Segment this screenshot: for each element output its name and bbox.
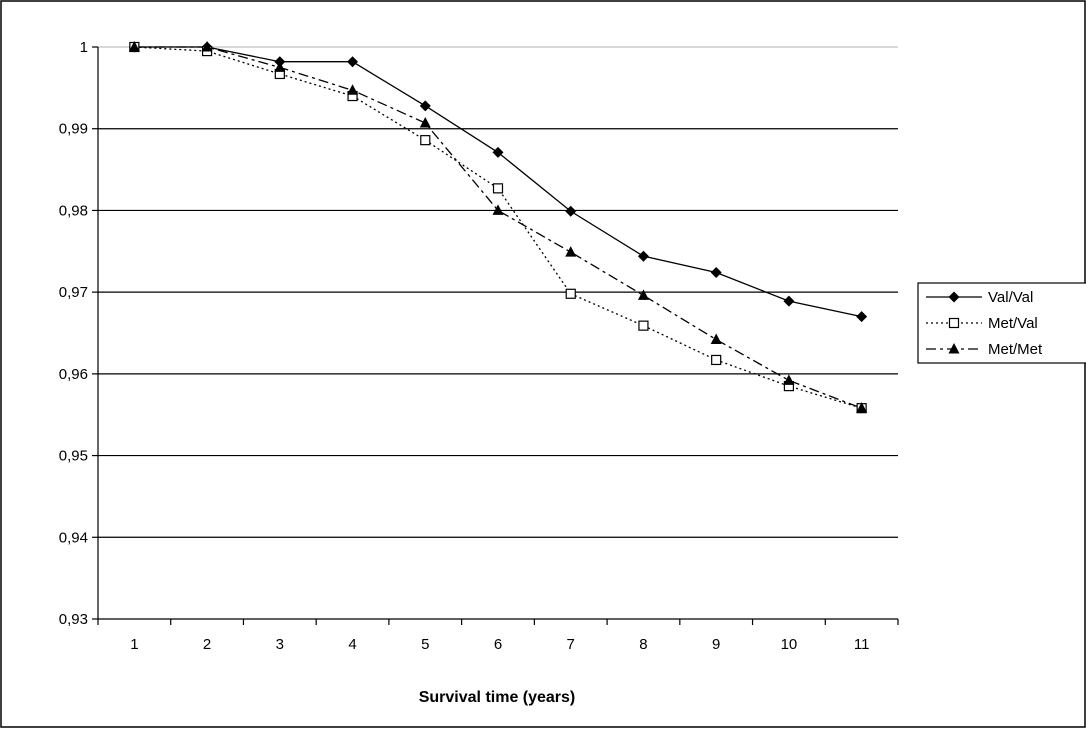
x-axis-title: Survival time (years) — [419, 689, 576, 706]
data-point — [638, 320, 649, 331]
legend-label: Val/Val — [988, 289, 1033, 306]
y-tick-label: 0,97 — [59, 284, 88, 301]
data-point — [492, 183, 504, 194]
data-point — [347, 56, 359, 68]
data-point — [565, 205, 577, 217]
data-point — [783, 374, 795, 385]
data-point — [637, 289, 649, 300]
x-tick-label: 5 — [421, 636, 429, 653]
series-line — [134, 46, 862, 409]
x-tick-label: 10 — [781, 636, 798, 653]
data-point — [201, 41, 213, 52]
y-tick-label: 0,93 — [59, 611, 88, 628]
x-tick-label: 4 — [348, 636, 356, 653]
legend-marker — [948, 291, 960, 303]
data-point — [637, 250, 649, 262]
data-point — [347, 84, 359, 95]
x-tick-label: 11 — [854, 636, 870, 653]
y-tick-label: 0,95 — [59, 448, 88, 465]
legend-label: Met/Met — [988, 341, 1043, 358]
y-tick-label: 0,94 — [59, 529, 88, 546]
x-tick-label: 1 — [130, 636, 138, 653]
x-tick-label: 9 — [712, 636, 720, 653]
data-point — [783, 295, 795, 307]
x-tick-label: 7 — [567, 636, 575, 653]
series-markers — [128, 41, 868, 414]
series-line — [134, 46, 862, 409]
data-point — [128, 41, 140, 52]
data-point — [711, 354, 722, 366]
data-point — [856, 402, 868, 413]
data-point — [856, 311, 868, 323]
data-point — [419, 100, 431, 112]
legend-marker — [948, 343, 960, 354]
data-point — [420, 135, 431, 146]
x-tick-label: 8 — [639, 636, 647, 653]
legend-marker — [948, 317, 960, 329]
y-tick-label: 0,99 — [59, 121, 88, 138]
legend: Val/Val Met/Val Met/Met — [917, 282, 1086, 364]
x-tick-label: 3 — [276, 636, 284, 653]
data-point — [565, 246, 577, 257]
x-tick-label: 6 — [494, 636, 502, 653]
data-point — [419, 116, 431, 128]
data-point — [492, 146, 504, 158]
data-point — [274, 61, 286, 72]
y-tick-label: 0,98 — [59, 202, 88, 219]
data-point — [492, 204, 504, 215]
y-tick-label: 0,96 — [59, 366, 88, 383]
x-tick-label: 2 — [203, 636, 211, 653]
data-point — [565, 288, 576, 299]
legend-label: Met/Val — [988, 315, 1038, 332]
y-tick-label: 1 — [80, 39, 88, 56]
data-point — [710, 267, 722, 279]
data-point — [710, 333, 722, 345]
